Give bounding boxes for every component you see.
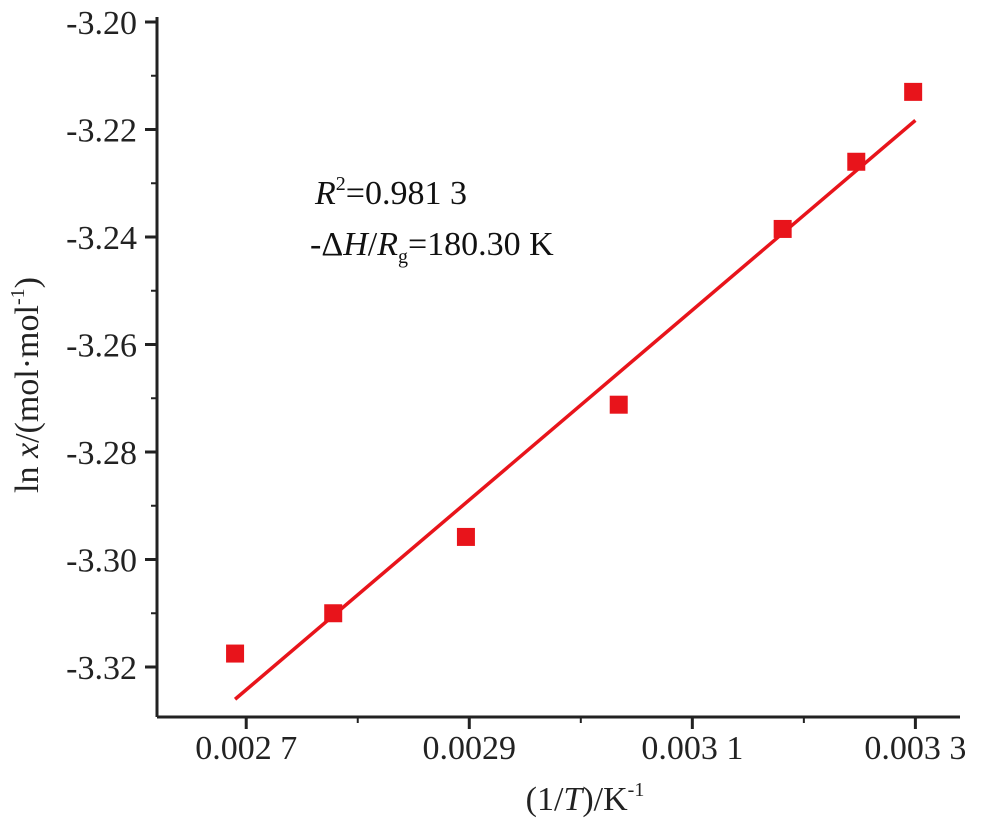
ticks [145,20,917,729]
enthalpy-annotation: -ΔH/Rg=180.30 K [310,226,554,268]
data-points [226,82,923,663]
data-point [456,527,475,546]
y-tick-label: -3.28 [66,435,137,472]
x-axis-title: (1/T)/K-1 [526,779,645,818]
x-tick-label: 0.0029 [423,730,517,767]
data-point [773,219,792,238]
axes [155,17,960,719]
data-point [324,604,343,623]
data-point [847,152,866,171]
y-tick-label: -3.30 [66,543,137,580]
y-tick-label: -3.22 [66,113,137,150]
x-tick-label: 0.003 3 [864,730,966,767]
y-axis-title: ln x/(mol·mol-1) [7,277,46,493]
data-point [226,644,245,663]
y-tick-label: -3.26 [66,328,137,365]
x-tick-label: 0.002 7 [195,730,297,767]
r-squared-annotation: R2=0.981 3 [314,173,467,212]
y-tick-label: -3.24 [66,220,137,257]
y-tick-label: -3.32 [66,650,137,687]
data-point [904,82,923,101]
x-tick-label: 0.003 1 [641,730,743,767]
y-tick-label: -3.20 [66,5,137,42]
data-point [609,395,628,414]
fit-line-group [233,119,917,701]
fit-line [233,119,917,701]
tick-labels: -3.20 -3.22 -3.24 -3.26 -3.28 -3.30 -3.32 0.002… [66,5,966,767]
